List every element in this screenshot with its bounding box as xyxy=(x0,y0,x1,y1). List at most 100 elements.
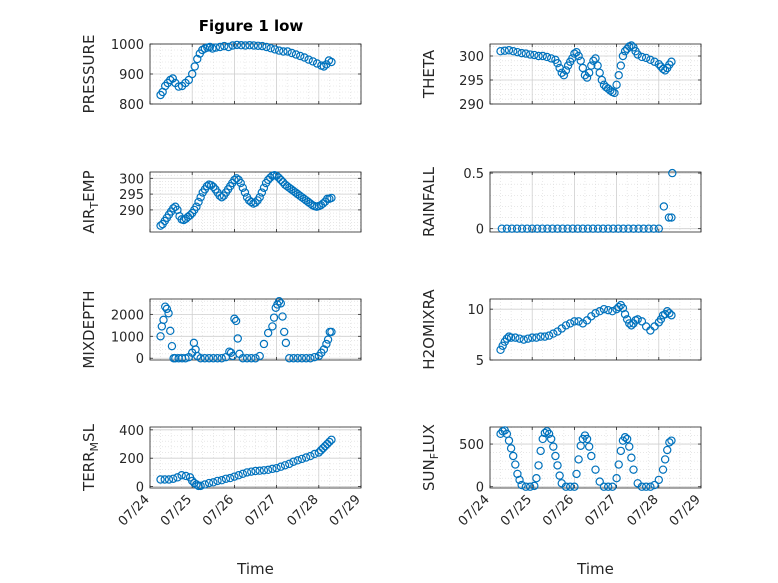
data-point xyxy=(283,47,292,56)
data-point xyxy=(599,482,609,491)
data-point xyxy=(637,317,647,326)
data-point xyxy=(515,475,524,485)
data-point xyxy=(595,307,604,316)
data-point xyxy=(211,43,221,52)
data-point xyxy=(660,66,670,75)
data-point xyxy=(209,354,218,363)
data-point xyxy=(306,451,315,461)
data-point xyxy=(497,224,507,233)
data-point xyxy=(639,224,648,233)
data-point xyxy=(251,466,260,476)
data-point xyxy=(496,345,505,355)
data-point xyxy=(620,433,630,442)
data-point xyxy=(296,51,305,61)
data-point xyxy=(314,448,323,457)
data-point xyxy=(287,48,296,58)
data-point xyxy=(323,439,332,449)
data-point xyxy=(169,204,178,213)
y-axis-label: RAINFALL xyxy=(420,166,438,237)
data-point xyxy=(306,354,315,363)
data-point xyxy=(517,48,526,58)
data-point xyxy=(543,224,552,233)
data-point xyxy=(622,434,632,444)
data-point xyxy=(584,442,594,451)
data-point xyxy=(238,354,248,363)
data-point xyxy=(610,88,619,98)
data-point xyxy=(551,451,560,461)
data-point xyxy=(300,53,309,62)
data-point xyxy=(513,47,522,57)
data-point xyxy=(268,464,277,474)
data-point xyxy=(512,224,522,233)
data-point xyxy=(160,302,170,311)
data-point xyxy=(528,224,537,233)
data-point xyxy=(297,454,307,464)
data-point xyxy=(263,328,273,338)
data-point xyxy=(532,333,541,342)
data-point xyxy=(181,471,191,481)
data-point xyxy=(588,224,598,233)
data-point xyxy=(528,333,537,342)
y-axis-label: MIXDEPTH xyxy=(80,290,98,368)
data-point xyxy=(667,213,676,222)
data-point xyxy=(612,473,621,483)
data-point xyxy=(297,354,307,363)
data-point xyxy=(538,51,547,61)
data-point xyxy=(542,52,552,62)
data-point xyxy=(279,327,289,337)
y-tick-label: 500 xyxy=(459,438,484,453)
data-point xyxy=(160,475,169,484)
data-point xyxy=(236,178,245,188)
data-point xyxy=(565,482,575,491)
data-point xyxy=(633,315,642,324)
data-point xyxy=(156,332,165,341)
data-point xyxy=(641,53,651,63)
data-point xyxy=(308,57,318,66)
data-point xyxy=(665,309,674,318)
data-point xyxy=(644,224,653,233)
data-point xyxy=(255,351,264,361)
data-point xyxy=(168,74,177,83)
y-axis-label: TERRMSL xyxy=(80,423,101,492)
data-point xyxy=(558,224,567,233)
data-point xyxy=(540,332,550,341)
data-point xyxy=(236,41,246,50)
data-point xyxy=(496,47,505,56)
data-point xyxy=(667,436,676,445)
data-point xyxy=(231,316,241,326)
data-point xyxy=(593,224,603,233)
data-point xyxy=(270,45,280,54)
data-point xyxy=(654,224,664,233)
data-point xyxy=(200,354,210,363)
y-tick-label: 0 xyxy=(136,481,144,496)
data-point xyxy=(542,427,552,436)
data-point xyxy=(663,445,672,455)
data-point xyxy=(587,451,596,461)
data-point xyxy=(568,224,577,233)
data-point xyxy=(209,182,218,192)
data-point xyxy=(255,466,264,475)
data-point xyxy=(257,188,267,197)
data-point xyxy=(169,474,178,483)
data-point xyxy=(209,478,218,487)
data-point xyxy=(525,50,535,59)
data-point xyxy=(164,475,174,484)
data-point xyxy=(504,436,514,445)
axes-box xyxy=(149,171,362,233)
data-point xyxy=(658,64,668,74)
y-tick-label: 1000 xyxy=(111,330,144,345)
data-point xyxy=(162,304,172,314)
data-point xyxy=(624,224,633,233)
data-point xyxy=(599,304,609,314)
data-point xyxy=(536,332,545,341)
data-point xyxy=(629,465,638,474)
data-point xyxy=(544,331,554,340)
data-point xyxy=(646,55,655,65)
axes-box xyxy=(149,426,362,489)
data-point xyxy=(289,354,298,363)
data-point xyxy=(504,46,514,55)
data-point xyxy=(224,42,233,52)
subplot-4: 0 0.5 RAINFALL xyxy=(420,166,702,238)
data-point xyxy=(272,463,281,473)
